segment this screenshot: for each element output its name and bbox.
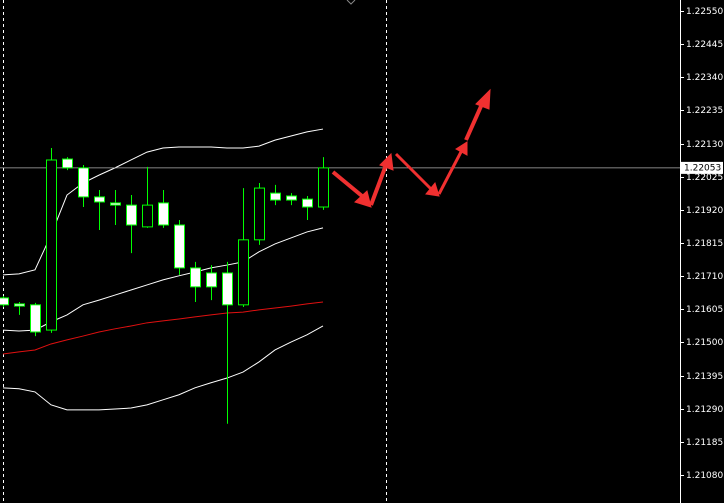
y-tick-label: 1.21920 [686,206,723,216]
arrow-line [331,170,364,198]
candle-body [14,303,25,307]
y-tick-label: 1.21710 [686,272,723,282]
arrow-line [437,149,464,195]
candle-body [222,272,233,306]
forecast-arrows [331,88,491,208]
arrow-head [354,190,372,208]
y-tick-label: 1.21500 [686,338,723,348]
arrow-line [369,164,388,206]
y-tick-label: 1.22025 [686,173,723,183]
indicator-line [2,301,324,355]
arrow-line [394,152,433,191]
candle-body [158,202,169,226]
y-tick-label: 1.22550 [686,7,723,17]
y-tick-label: 1.22235 [686,106,723,116]
y-tick-label: 1.22340 [686,73,723,83]
y-tick-label: 1.21395 [686,372,723,382]
candle-body [78,167,89,198]
candle-body [46,159,57,331]
arrow-head [379,152,394,171]
candle-body [254,187,265,241]
plot-area [0,128,680,424]
current-price-box [681,161,723,174]
candle-body [286,195,297,201]
candle-body [206,272,217,288]
candle-body [142,204,153,228]
candle-body [174,224,185,269]
candle-body [126,204,137,226]
candle-body [30,304,41,333]
candle-body [110,202,121,206]
price-axis: 1.22550 1.22445 1.22340 1.22235 1.22130 1.220… [680,7,723,481]
candle-body [318,167,329,208]
arrow-head [425,181,440,197]
candle-body [302,198,313,208]
candle-body [190,267,201,288]
y-tick-label: 1.21080 [686,471,723,481]
candle-body [238,239,249,306]
y-tick-label: 1.22445 [686,40,723,50]
candle-body [94,196,105,203]
y-tick-label: 1.21815 [686,239,723,249]
arrow-head [455,141,468,156]
candle-body [270,192,281,201]
candle-body [0,297,9,306]
y-tick-label: 1.21290 [686,405,723,415]
y-tick-label: 1.22130 [686,140,723,150]
arrow-head [475,88,491,110]
y-tick-label: 1.21185 [686,438,723,448]
indicator-line [2,325,324,411]
current-price-label: 1.22053 [684,163,721,173]
shift-marker [346,0,356,5]
arrow-line [464,103,484,141]
y-tick-label: 1.21605 [686,305,723,315]
candle-body [62,158,73,169]
